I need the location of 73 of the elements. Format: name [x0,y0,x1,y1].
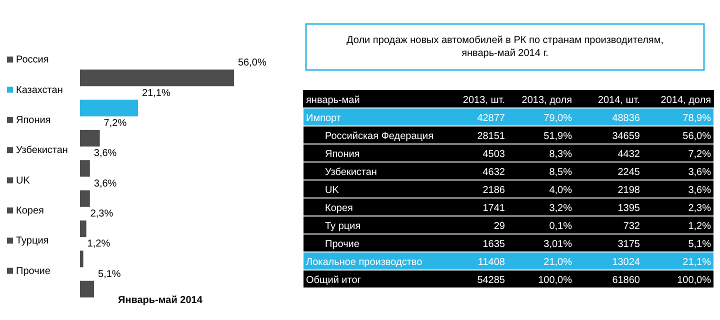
category-label: Российская Федерация [325,131,434,142]
data-label: 5,1% [98,268,121,280]
category-label: Узбекистан [325,167,377,178]
y-tick-label: Россия [16,54,49,66]
y-tick-label: Казахстан [16,84,63,96]
category-label: Прочие [325,239,360,250]
category-label: Корея [325,203,353,214]
y-tick-label: UK [16,175,30,186]
annotation: Январь-май 2014 [118,295,203,306]
text: 100,0% [677,275,711,286]
text: 2,3% [688,203,711,214]
text: 21,1% [682,257,711,268]
category-label: 2013, доля [522,95,572,106]
text: 4,0% [549,185,572,196]
text: 3,6% [688,167,711,178]
text: 8,5% [549,167,572,178]
text: 2198 [618,185,640,196]
y-tick-label: Корея [16,205,44,216]
data-label: 56,0% [238,58,266,69]
data-label: 21,1% [142,88,170,99]
text: 7,2% [688,149,711,160]
text: 5,1% [688,239,711,250]
text: 2186 [482,185,505,196]
text: 8,3% [549,149,572,160]
text: 100,0% [538,275,572,286]
data-label: 2,3% [90,208,114,220]
category-label: 2014, шт. [598,95,640,106]
category-label: Ту рция [325,221,361,232]
text: 1741 [482,203,505,214]
text: Доли продаж новых автомобилей в РК по странам производителям, январь-май 2014 г. [346,35,664,59]
text: 54285 [477,275,505,286]
category-label: Общий итог [306,275,361,286]
y-tick-label: Прочие [16,266,51,277]
category-label: январь-май [306,95,360,106]
text: 732 [623,221,640,232]
data-label: 1,2% [87,238,110,250]
text: 4632 [482,167,505,178]
text: 78,9% [682,113,711,124]
data-label: 3,6% [94,178,117,190]
data-label: 7,2% [104,118,127,129]
text: 3,6% [688,185,711,196]
text: 13024 [612,257,640,268]
text: 3,2% [549,203,572,214]
text: 51,9% [544,131,572,142]
y-tick-label: Япония [16,114,51,126]
text: 3175 [618,239,640,250]
text: 29 [494,221,505,232]
text: 21,0% [544,257,572,268]
category-label: Япония [325,149,360,160]
category-label: UK [325,185,339,196]
text: 2245 [618,167,640,178]
y-tick-label: Узбекистан [16,145,68,156]
text: 42877 [477,113,505,124]
data-label: 3,6% [94,148,117,160]
text: 4432 [618,149,640,160]
category-label: Локальное производство [306,257,422,268]
category-label: 2013, шт. [462,95,505,106]
text: 4503 [482,149,505,160]
text: 56,0% [682,131,711,142]
y-tick-label: Турция [16,236,49,247]
text: 1635 [482,239,505,250]
text: 0,1% [549,221,572,232]
text: 61860 [612,275,640,286]
category-label: Импорт [306,113,341,124]
text: 28151 [477,131,505,142]
category-label: 2014, доля [660,95,711,106]
text: 1395 [618,203,640,214]
text: 1,2% [688,221,711,232]
text: 3,01% [544,239,572,250]
text: 34659 [612,131,640,142]
text: 79,0% [544,113,572,124]
text: 11408 [478,257,505,268]
text: 48836 [612,113,640,124]
